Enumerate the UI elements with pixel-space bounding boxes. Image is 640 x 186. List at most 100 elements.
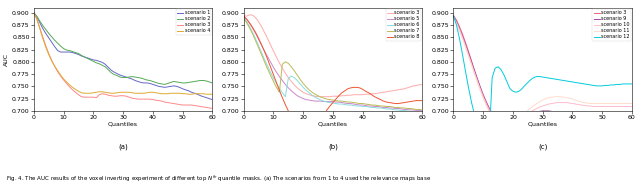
scenario 1: [72, 52, 79, 55]
X-axis label: Quantiles: Quantiles: [528, 121, 557, 126]
Line: scenario 6: scenario 6: [244, 18, 422, 112]
X-axis label: Quantiles: Quantiles: [318, 121, 348, 126]
scenario 11: [492, 120, 499, 122]
scenario 7: [419, 109, 426, 111]
scenario 3: [240, 14, 248, 16]
scenario 11: [515, 117, 523, 119]
scenario 3: [353, 94, 360, 96]
Text: (a): (a): [118, 144, 128, 150]
scenario 8: [240, 15, 248, 17]
scenario 12: [485, 137, 493, 140]
scenario 3: [485, 109, 493, 112]
scenario 12: [628, 83, 636, 85]
Line: scenario 1: scenario 1: [34, 13, 212, 100]
scenario 6: [347, 104, 355, 106]
scenario 3: [607, 123, 615, 125]
scenario 8: [302, 131, 310, 133]
scenario 3: [548, 132, 556, 134]
scenario 8: [276, 89, 284, 91]
scenario 9: [548, 110, 556, 113]
scenario 10: [548, 102, 556, 105]
Text: Fig. 4. The AUC results of the voxel inverting experiment of different top $N^{t: Fig. 4. The AUC results of the voxel inv…: [6, 174, 431, 184]
Line: scenario 3: scenario 3: [454, 15, 632, 133]
scenario 4: [209, 93, 216, 95]
scenario 11: [560, 96, 568, 98]
Line: scenario 11: scenario 11: [454, 18, 632, 127]
scenario 4: [30, 12, 38, 14]
scenario 2: [125, 76, 133, 78]
Line: scenario 7: scenario 7: [244, 19, 422, 110]
scenario 5: [394, 107, 402, 110]
scenario 2: [66, 49, 74, 52]
scenario 3: [137, 98, 145, 100]
scenario 11: [450, 17, 458, 19]
scenario 10: [628, 105, 636, 108]
scenario 2: [137, 77, 145, 79]
scenario 12: [450, 15, 458, 17]
scenario 4: [188, 93, 195, 95]
scenario 12: [607, 84, 615, 86]
scenario 9: [628, 114, 636, 116]
scenario 9: [485, 107, 493, 109]
Line: scenario 2: scenario 2: [34, 13, 212, 84]
scenario 3: [314, 96, 322, 98]
scenario 3: [209, 107, 216, 110]
scenario 6: [276, 87, 284, 89]
Legend: scenario 1, scenario 2, scenario 3, scenario 4: scenario 1, scenario 2, scenario 3, scen…: [176, 9, 211, 35]
scenario 3: [93, 97, 100, 99]
scenario 3: [185, 104, 193, 106]
scenario 1: [137, 81, 145, 84]
Legend: scenario 3, scenario 5, scenario 6, scenario 7, scenario 8: scenario 3, scenario 5, scenario 6, scen…: [385, 9, 421, 41]
scenario 3: [341, 94, 349, 97]
scenario 3: [284, 76, 292, 79]
scenario 12: [488, 76, 496, 79]
scenario 8: [397, 102, 405, 104]
Text: (b): (b): [328, 144, 338, 150]
scenario 5: [282, 83, 289, 86]
scenario 3: [246, 14, 253, 16]
scenario 1: [30, 12, 38, 14]
scenario 4: [93, 91, 100, 93]
scenario 4: [125, 91, 133, 93]
scenario 3: [419, 83, 426, 86]
scenario 6: [302, 89, 310, 91]
scenario 1: [209, 99, 216, 101]
Line: scenario 9: scenario 9: [454, 16, 632, 125]
scenario 8: [305, 130, 313, 133]
scenario 11: [485, 111, 493, 113]
scenario 8: [350, 86, 358, 89]
scenario 3: [545, 131, 552, 134]
scenario 12: [560, 79, 568, 82]
scenario 4: [137, 92, 145, 94]
scenario 11: [500, 126, 508, 128]
scenario 8: [338, 92, 346, 94]
scenario 4: [72, 88, 79, 90]
X-axis label: Quantiles: Quantiles: [108, 121, 138, 126]
scenario 1: [125, 77, 133, 79]
scenario 2: [93, 62, 100, 64]
scenario 9: [607, 115, 615, 117]
scenario 12: [494, 66, 502, 68]
scenario 11: [607, 102, 615, 105]
scenario 6: [282, 96, 289, 98]
Legend: scenario 3, scenario 9, scenario 10, scenario 11, scenario 12: scenario 3, scenario 9, scenario 10, sce…: [592, 9, 631, 41]
scenario 5: [240, 15, 248, 17]
scenario 3: [66, 86, 74, 88]
scenario 5: [276, 76, 284, 78]
scenario 4: [66, 84, 74, 86]
scenario 1: [93, 59, 100, 62]
scenario 10: [500, 124, 508, 127]
Line: scenario 5: scenario 5: [244, 16, 422, 111]
scenario 9: [503, 124, 511, 126]
scenario 7: [347, 101, 355, 103]
scenario 5: [347, 102, 355, 105]
scenario 3: [72, 91, 79, 93]
scenario 3: [30, 12, 38, 14]
scenario 8: [419, 100, 426, 102]
scenario 9: [560, 112, 568, 114]
scenario 1: [66, 51, 74, 53]
scenario 3: [560, 131, 568, 133]
scenario 9: [492, 117, 499, 119]
scenario 6: [394, 109, 402, 111]
scenario 5: [302, 99, 310, 101]
